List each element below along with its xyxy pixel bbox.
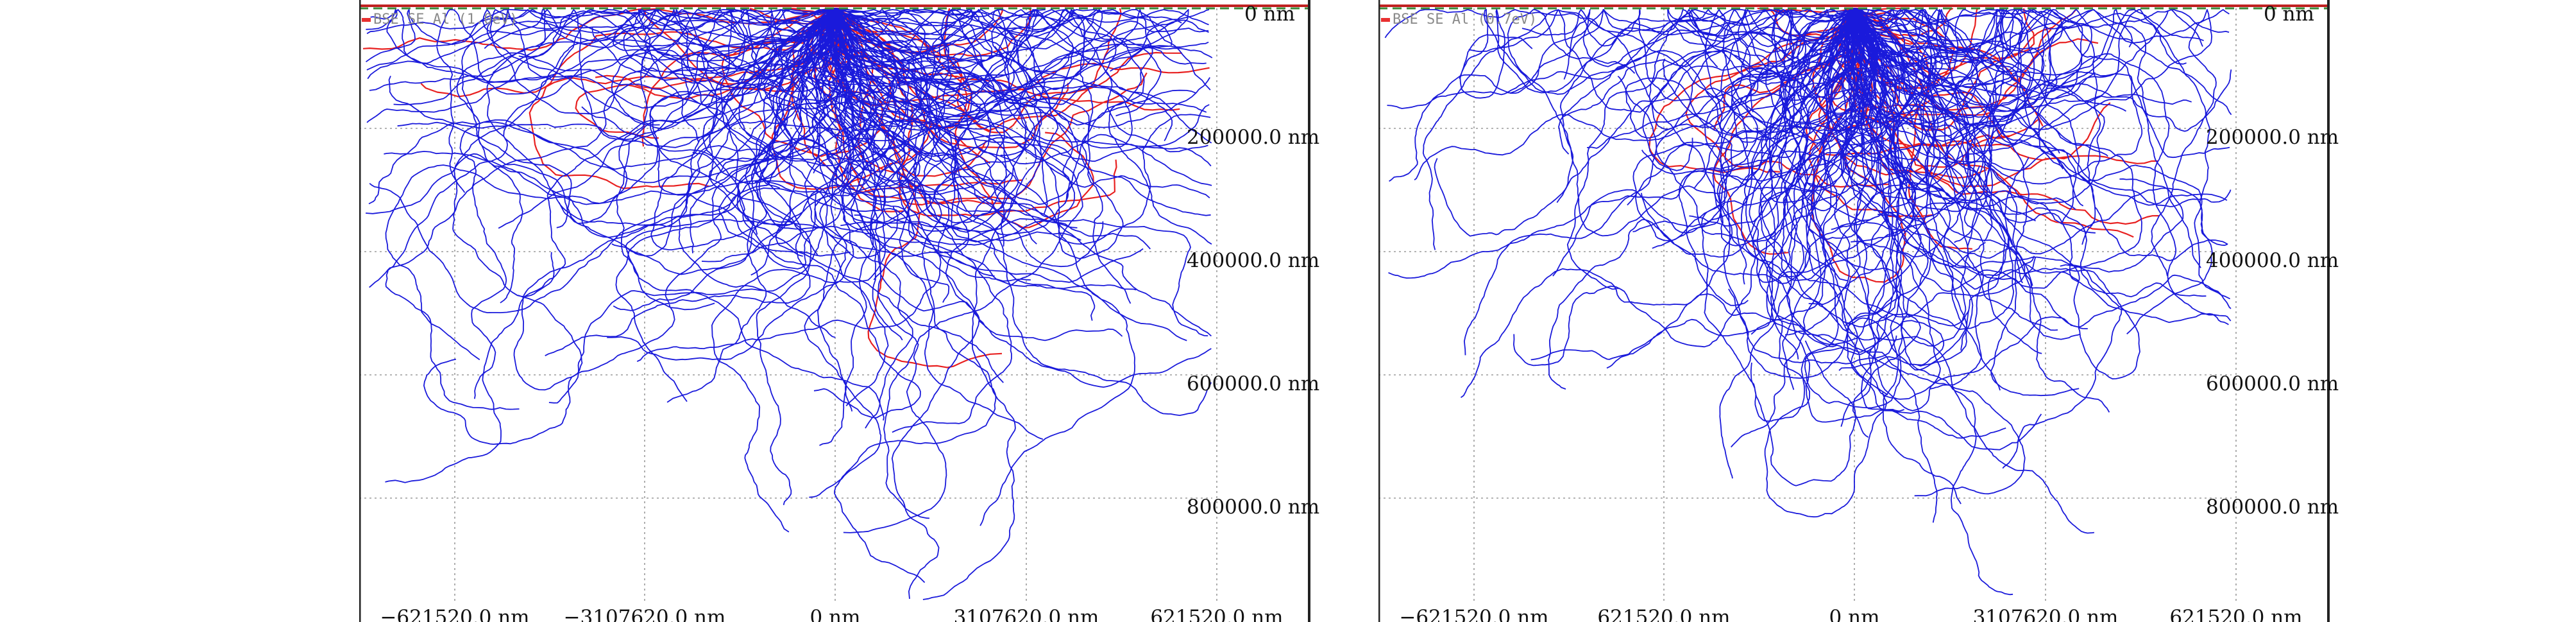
legend-label-bse: BSE: [1393, 12, 1418, 28]
x-tick-2: 0 nm: [809, 606, 861, 622]
x-tick-1: 621520.0 nm: [1597, 606, 1731, 622]
x-tick-1: −3107620.0 nm: [563, 606, 726, 622]
legend-energy: (0.7eV): [1477, 12, 1538, 28]
x-tick-2: 0 nm: [1829, 606, 1880, 622]
legend-label-se: SE: [407, 12, 425, 28]
x-tick-3: 3107620.0 nm: [1972, 606, 2119, 622]
trajectories: [1384, 7, 2232, 596]
y-tick-4: 800000.0 nm: [1187, 496, 1320, 519]
primary-trajectories: [365, 8, 1213, 600]
legend-swatch-bse: [362, 18, 371, 22]
legend: BSE SE Al (0.7eV): [1381, 12, 1537, 28]
y-tick-3: 600000.0 nm: [1187, 372, 1320, 395]
trajectory-panel-left: BSE SE Al (1.0eV) 0 nm 200000.0 nm 40000…: [359, 0, 1319, 622]
legend-label-al: Al: [1452, 12, 1470, 28]
y-tick-4: 800000.0 nm: [2206, 496, 2339, 519]
primary-trajectories: [1384, 8, 2232, 596]
trajectory-plot-right: [1378, 0, 2330, 622]
x-tick-0: −621520.0 nm: [1399, 606, 1549, 622]
trajectory-panel-right: BSE SE Al (0.7eV) 0 nm 200000.0 nm 40000…: [1378, 0, 2339, 622]
x-tick-4: 621520.0 nm: [2169, 606, 2303, 622]
legend-label-al: Al: [432, 12, 450, 28]
x-tick-0: −621520.0 nm: [380, 606, 530, 622]
y-tick-0: 0 nm: [1244, 3, 1295, 26]
legend-label-se: SE: [1427, 12, 1444, 28]
legend-label-bse: BSE: [373, 12, 399, 28]
y-tick-1: 200000.0 nm: [1187, 126, 1320, 149]
y-tick-3: 600000.0 nm: [2206, 372, 2339, 395]
y-tick-1: 200000.0 nm: [2206, 126, 2339, 149]
legend-energy: (1.0eV): [458, 12, 518, 28]
plot-frame: [359, 0, 1310, 622]
legend: BSE SE Al (1.0eV): [362, 12, 518, 28]
y-tick-2: 400000.0 nm: [1187, 249, 1320, 272]
x-tick-4: 621520.0 nm: [1150, 606, 1284, 622]
plot-frame: [1378, 0, 2330, 622]
trajectory-plot-left: [359, 0, 1310, 622]
legend-swatch-bse: [1381, 18, 1390, 22]
x-tick-3: 3107620.0 nm: [953, 606, 1099, 622]
y-tick-2: 400000.0 nm: [2206, 249, 2339, 272]
trajectories: [362, 7, 1213, 600]
y-tick-0: 0 nm: [2264, 3, 2314, 26]
